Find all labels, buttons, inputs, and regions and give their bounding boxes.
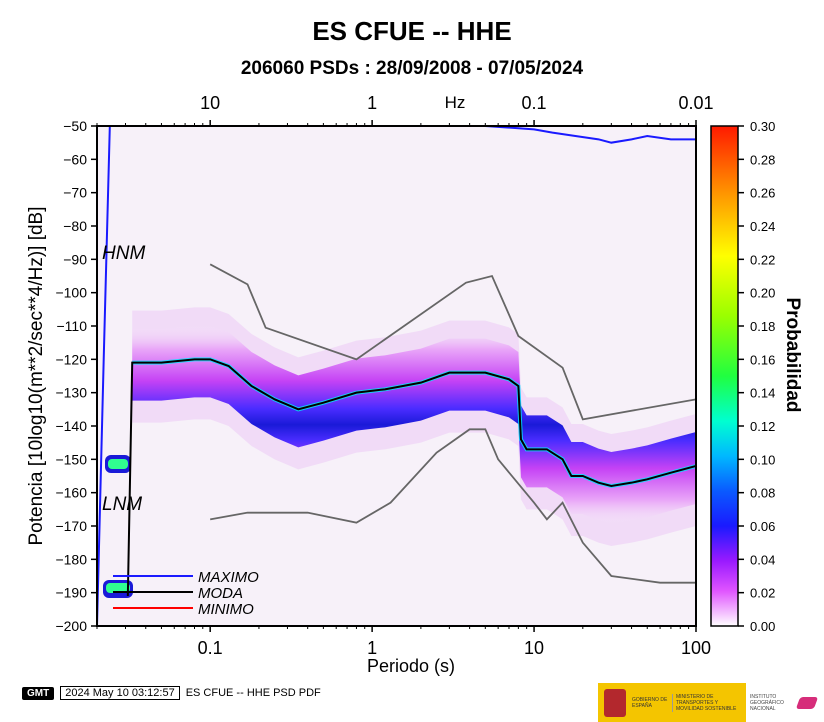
government-logo: GOBIERNO DE ESPAÑA MINISTERIO DE TRANSPO… [598,683,746,722]
y-tick-label: −90 [63,251,87,267]
colorbar-ticks: 0.30 0.28 0.26 0.24 0.22 0.20 0.18 0.16 0.14 0.12… [738,119,775,634]
colorbar-tick-label: 0.30 [750,119,775,134]
colorbar-tick-label: 0.00 [750,619,775,634]
colorbar-tick-label: 0.20 [750,286,775,301]
ign-emblem-icon [795,696,819,709]
gov-org-text: GOBIERNO DE ESPAÑA [632,696,668,709]
x-axis-label: Periodo (s) [367,656,455,676]
top-tick-label: 0.1 [522,93,547,113]
top-axis-label: Hz [445,93,466,112]
colorbar-tick-label: 0.04 [750,552,775,567]
institute-text: INSTITUTO GEOGRÁFICO NACIONAL [750,693,784,712]
y-tick-label: −180 [55,551,87,567]
timestamp: 2024 May 10 03:12:57 [60,686,180,700]
y-tick-label: −130 [55,385,87,401]
x-tick-label: 100 [681,638,711,658]
chart-subtitle: 206060 PSDs : 28/09/2008 - 07/05/2024 [240,58,584,79]
y-tick-label: −110 [57,318,88,334]
gmt-timestamp: GMT 2024 May 10 03:12:57 ES CFUE -- HHE … [22,686,321,700]
y-tick-label: −190 [55,585,87,601]
colorbar-tick-label: 0.28 [750,152,775,167]
legend-label-minimo: MINIMO [198,601,254,618]
y-tick-label: −50 [63,118,87,134]
top-tick-label: 0.01 [678,93,713,113]
y-tick-label: −100 [55,285,87,301]
y-axis-label: Potencia [10log10(m**2/sec**4/Hz)] [dB] [26,206,47,545]
density-band [132,325,696,524]
colorbar [710,125,739,627]
colorbar-tick-label: 0.24 [750,219,775,234]
y-tick-label: −80 [63,218,87,234]
plot-caption: ES CFUE -- HHE PSD PDF [185,687,321,699]
series-line-hnm [209,263,696,421]
top-frequency-axis: 10 1 0.1 0.01 [200,93,714,126]
lnm-label: LNM [102,494,142,515]
legend: MAXIMO MODA MINIMO [113,569,259,618]
series-line-moda [126,358,696,597]
chart-title: ES CFUE -- HHE [312,16,512,46]
y-tick-label: −140 [55,418,87,434]
x-tick-label: 0.1 [198,638,223,658]
y-tick-label: −150 [55,451,87,467]
top-tick-label: 10 [200,93,220,113]
colorbar-tick-label: 0.18 [750,319,775,334]
institution-logos: GOBIERNO DE ESPAÑA MINISTERIO DE TRANSPO… [598,683,824,722]
colorbar-tick-label: 0.26 [750,186,775,201]
colorbar-tick-label: 0.08 [750,486,775,501]
colorbar-tick-label: 0.06 [750,519,775,534]
x-axis: 0.1 1 10 100 [96,123,711,658]
x-tick-label: 1 [367,638,377,658]
y-tick-label: −160 [55,485,87,501]
series-line-lnm [210,428,696,584]
colorbar-tick-label: 0.22 [750,252,775,267]
y-axis: −50 −60 −70 −80 −90 −100 −110 −120 −130 −140 −150 −… [55,118,97,634]
y-tick-label: −170 [55,518,87,534]
colorbar-tick-label: 0.16 [750,352,775,367]
coat-of-arms-icon [604,688,626,717]
plot-frame [96,125,697,627]
colorbar-tick-label: 0.10 [750,452,775,467]
colorbar-tick-label: 0.14 [750,386,775,401]
colorbar-tick-label: 0.02 [750,586,775,601]
y-tick-label: −60 [63,151,87,167]
legend-label-maximo: MAXIMO [198,569,259,586]
x-tick-label: 10 [524,638,544,658]
ign-logo: INSTITUTO GEOGRÁFICO NACIONAL [746,683,824,722]
density-cluster-upper-peak [108,459,128,469]
y-tick-label: −70 [63,185,87,201]
gmt-logo: GMT [22,686,55,700]
top-tick-label: 1 [367,93,377,113]
colorbar-tick-label: 0.12 [750,419,775,434]
y-tick-label: −120 [55,351,87,367]
hnm-label: HNM [102,243,145,264]
density-cluster-lower-peak [106,583,130,593]
y-tick-label: −200 [55,618,87,634]
series-layer [97,126,696,626]
legend-label-moda: MODA [198,585,243,602]
ministry-text: MINISTERIO DE TRANSPORTES Y MOVILIDAD SO… [672,693,746,712]
colorbar-label: Probabilidad [782,297,803,412]
series-line-maximo [97,126,696,626]
